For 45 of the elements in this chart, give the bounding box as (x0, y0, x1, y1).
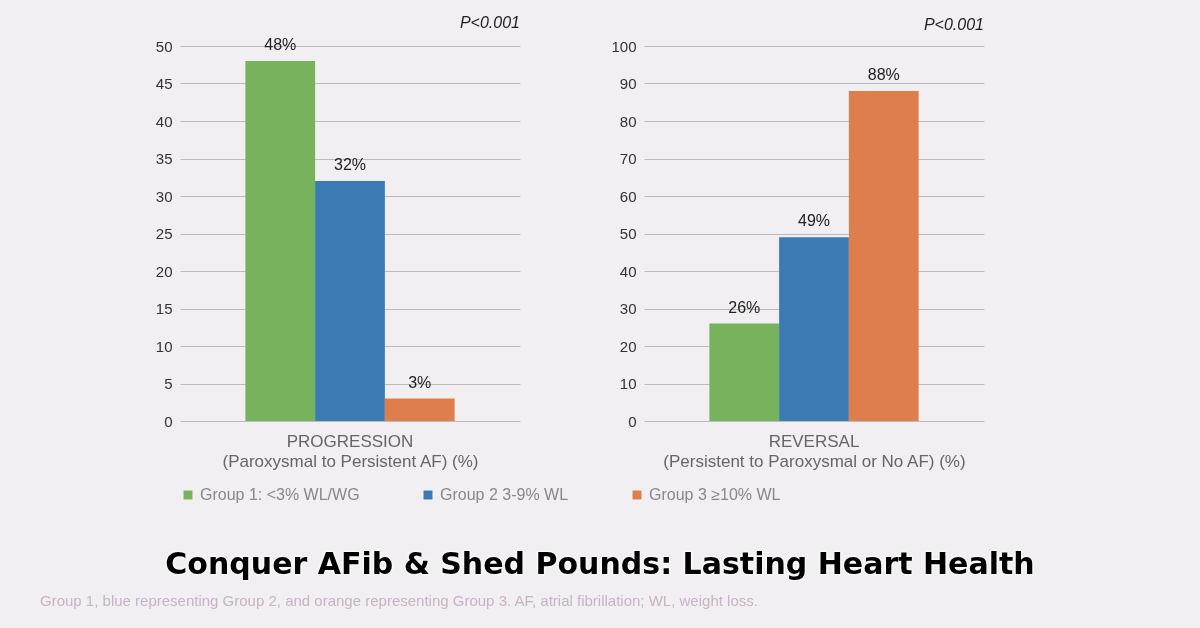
y-tick-label: 30 (619, 300, 637, 317)
data-label: 49% (797, 212, 831, 230)
data-label: 26% (728, 298, 761, 316)
x-axis-title: (Persistent to Paroxysmal or No AF) (%) (663, 451, 966, 471)
y-tick-label: 10 (619, 375, 637, 392)
y-tick-label: 60 (619, 187, 637, 205)
y-tick-label: 40 (619, 262, 637, 280)
x-tick-label: REVERSAL (768, 431, 860, 451)
y-tick-label: 80 (619, 112, 637, 130)
y-tick-label: 70 (619, 150, 637, 167)
legend-label: Group 2 3-9% WL (440, 486, 569, 503)
bar (315, 181, 385, 421)
y-tick-label: 100 (611, 37, 637, 55)
y-tick-label: 0 (628, 412, 637, 430)
y-tick-label: 45 (155, 75, 173, 92)
y-tick-label: 10 (155, 337, 173, 355)
bar (848, 91, 919, 421)
bar (709, 323, 780, 421)
y-tick-label: 20 (155, 262, 173, 280)
text: Group 1, blue representing Group 2, and orange representing Group 3. AF, atrial fibrillation; WL, weight loss. (40, 592, 758, 609)
y-tick-label: 40 (155, 112, 173, 130)
bar (779, 237, 849, 421)
y-tick-label: 50 (155, 37, 173, 55)
data-label: 32% (333, 156, 367, 173)
text: Conquer AFib & Shed Pounds: Lasting Heart Health (164, 546, 1036, 581)
legend-label: Group 3 ≥10% WL (649, 486, 781, 503)
data-label: 3% (408, 373, 432, 391)
text: P<0.001 (923, 16, 984, 33)
bar (245, 61, 316, 421)
y-tick-label: 25 (155, 225, 173, 242)
bar (384, 398, 455, 421)
y-tick-label: 5 (164, 375, 173, 392)
y-tick-label: 30 (155, 187, 173, 205)
data-label: 48% (264, 36, 297, 53)
data-label: 88% (867, 66, 900, 83)
text: P<0.001 (459, 14, 520, 31)
y-tick-label: 35 (155, 150, 173, 167)
legend-label: Group 1: <3% WL/WG (200, 486, 360, 503)
y-tick-label: 15 (155, 300, 173, 317)
y-tick-label: 50 (619, 225, 637, 242)
x-axis-title: (Paroxysmal to Persistent AF) (%) (222, 451, 479, 471)
y-tick-label: 20 (619, 337, 637, 355)
x-tick-label: PROGRESSION (286, 431, 414, 451)
y-tick-label: 90 (619, 75, 637, 92)
y-tick-label: 0 (164, 412, 173, 430)
